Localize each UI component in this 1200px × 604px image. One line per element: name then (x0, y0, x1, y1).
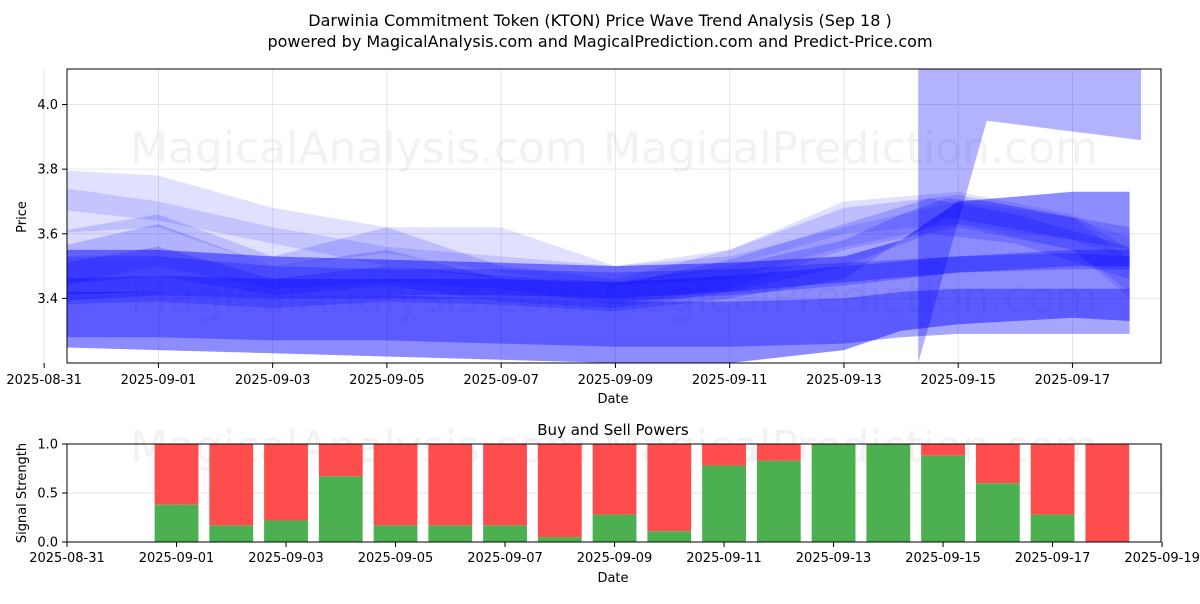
price-wave-band (67, 253, 1130, 302)
buy-bar (592, 514, 637, 542)
buy-bar (264, 520, 308, 542)
chart-subtitle: powered by MagicalAnalysis.com and Magic… (267, 32, 932, 51)
price-wave-band (67, 191, 1130, 363)
buy-bar (975, 483, 1020, 542)
sell-bar (1085, 444, 1130, 542)
watermark-text: MagicalPrediction.com (603, 123, 1098, 174)
signal-x-tick-label: 2025-09-03 (248, 551, 324, 566)
buy-bar (647, 531, 692, 542)
signal-x-tick-label: 2025-09-01 (139, 551, 215, 566)
sell-bar (318, 444, 363, 477)
price-wave-band (67, 69, 1141, 363)
signal-x-tick-label: 2025-09-15 (905, 551, 981, 566)
signal-x-tick-label: 2025-08-31 (29, 551, 105, 566)
buy-bar (428, 525, 473, 542)
price-x-tick-label: 2025-09-01 (121, 373, 197, 388)
price-x-tick-label: 2025-08-31 (6, 373, 82, 388)
signal-plot: MagicalAnalysis.comMagicalPrediction.com… (29, 422, 1200, 566)
buy-bar (537, 537, 582, 542)
price-wave-band (67, 249, 1130, 299)
sell-bar (537, 444, 582, 538)
sell-bar (1030, 444, 1075, 515)
price-wave-band (67, 198, 1130, 309)
sell-bar (483, 444, 527, 526)
signal-x-tick-label: 2025-09-07 (467, 551, 543, 566)
price-bands (67, 69, 1141, 363)
price-y-tick-label: 3.6 (37, 227, 58, 242)
watermark-text: MagicalAnalysis.com (130, 272, 588, 323)
watermark-text: MagicalAnalysis.com (130, 123, 588, 174)
price-wave-band (67, 188, 1130, 286)
price-y-tick-label: 3.8 (37, 163, 58, 178)
buy-bar (154, 504, 199, 542)
signal-x-tick-label: 2025-09-17 (1015, 551, 1091, 566)
signal-y-tick-label: 0.0 (37, 536, 58, 551)
price-x-tick-label: 2025-09-07 (463, 373, 539, 388)
watermark-text: MagicalPrediction.com (603, 272, 1098, 323)
signal-y-axis-label: Signal Strength (15, 443, 30, 543)
price-y-tick-label: 3.4 (37, 292, 58, 307)
signal-x-axis-label: Date (597, 571, 628, 586)
buy-bar (483, 525, 527, 542)
buy-bar (811, 444, 856, 542)
price-x-tick-label: 2025-09-05 (349, 373, 425, 388)
price-plot-frame (66, 68, 1162, 364)
sell-bar (647, 444, 692, 532)
sell-bar (592, 444, 637, 515)
buy-bar (373, 525, 418, 542)
signal-x-tick-label: 2025-09-13 (796, 551, 872, 566)
price-x-tick-label: 2025-09-15 (920, 373, 996, 388)
sell-bar (154, 444, 199, 505)
sell-bar (921, 444, 965, 456)
signal-y-tick-label: 0.5 (37, 487, 58, 502)
sell-bar (702, 444, 746, 466)
price-wave-band (67, 288, 1130, 347)
signal-x-tick-label: 2025-09-19 (1124, 551, 1200, 566)
sell-bar (756, 444, 801, 461)
price-x-tick-label: 2025-09-11 (692, 373, 768, 388)
sell-bar (209, 444, 254, 526)
signal-x-tick-label: 2025-09-11 (686, 551, 762, 566)
price-x-tick-label: 2025-09-09 (578, 373, 654, 388)
price-x-tick-label: 2025-09-13 (806, 373, 882, 388)
sell-bar (373, 444, 418, 526)
price-wave-band (67, 195, 1130, 305)
sell-bar (975, 444, 1020, 484)
signal-plot-title: Buy and Sell Powers (537, 421, 689, 439)
price-y-tick-label: 4.0 (37, 98, 58, 113)
chart-title: Darwinia Commitment Token (KTON) Price W… (308, 11, 891, 30)
price-x-tick-label: 2025-09-03 (235, 373, 311, 388)
signal-y-tick-label: 1.0 (37, 438, 58, 453)
signal-x-tick-label: 2025-09-09 (577, 551, 653, 566)
price-x-tick-label: 2025-09-17 (1035, 373, 1111, 388)
sell-bar (264, 444, 308, 521)
price-plot: MagicalAnalysis.com MagicalPrediction.com… (6, 68, 1162, 388)
buy-bar (756, 460, 801, 542)
price-y-axis-label: Price (15, 201, 30, 233)
buy-bar (866, 444, 911, 542)
buy-bar (318, 476, 363, 542)
signal-x-tick-label: 2025-09-05 (358, 551, 434, 566)
sell-bar (428, 444, 473, 526)
buy-bar (209, 525, 254, 542)
price-x-axis-label: Date (597, 392, 628, 407)
price-wave-band (67, 170, 1130, 299)
buy-bar (921, 455, 965, 542)
buy-bar (702, 465, 746, 542)
buy-bar (1030, 514, 1075, 542)
price-wave-band (67, 198, 1130, 312)
